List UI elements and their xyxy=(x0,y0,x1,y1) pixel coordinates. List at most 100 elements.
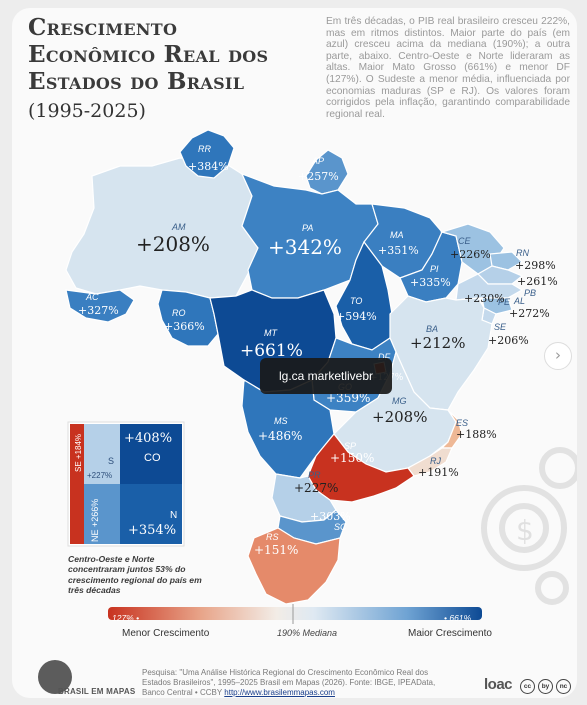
brand-name: BRASIL EM MAPAS xyxy=(58,687,136,696)
legend-min-value: 127% • xyxy=(112,613,140,623)
state-rn[interactable] xyxy=(489,251,523,271)
nc-license-icon: nc xyxy=(556,679,571,694)
label-ma-value: +351% xyxy=(378,244,419,257)
legend-high-label: Maior Crescimento xyxy=(408,628,492,639)
region-co-value: +408% xyxy=(124,431,172,446)
label-al-name: AL xyxy=(513,296,525,306)
region-co-tile xyxy=(120,424,182,484)
label-rj-value: +191% xyxy=(418,466,459,479)
state-ap[interactable] xyxy=(305,149,349,195)
label-pe-name: PE xyxy=(498,297,511,307)
region-n-value: +354% xyxy=(128,523,176,538)
label-ro-name: RO xyxy=(172,308,186,318)
label-al-value: +272% xyxy=(509,307,550,320)
by-license-icon: by xyxy=(538,679,553,694)
label-pa-value: +342% xyxy=(268,235,342,259)
label-mg-value: +208% xyxy=(372,408,427,426)
label-ce-name: CE xyxy=(458,236,471,246)
label-se-value: +206% xyxy=(488,334,529,347)
label-rn-value: +298% xyxy=(515,259,556,272)
regions-box-note: Centro-Oeste e Norte concentraram juntos… xyxy=(68,554,202,596)
label-pa-name: PA xyxy=(302,223,313,233)
next-slide-button[interactable]: › xyxy=(544,342,572,370)
label-ma-name: MA xyxy=(390,230,404,240)
source-citation: Pesquisa: "Uma Análise Histórica Regiona… xyxy=(142,668,436,697)
cc-license-icon: cc xyxy=(520,679,535,694)
state-rs[interactable] xyxy=(247,527,341,605)
state-rr[interactable] xyxy=(179,129,235,179)
legend-mid-label: 190% Mediana xyxy=(277,628,338,638)
title-line-1: Crescimento xyxy=(28,14,178,41)
region-n-name: N xyxy=(170,510,177,521)
region-n-tile xyxy=(120,484,182,544)
infographic-card: Crescimento Econômico Real dos Estados d… xyxy=(12,8,577,698)
label-ac-value: +327% xyxy=(78,304,119,317)
label-rs-value: +151% xyxy=(254,543,298,557)
label-go-value: +359% xyxy=(326,391,370,405)
source-text: Pesquisa: "Uma Análise Histórica Regiona… xyxy=(142,668,448,698)
label-pr-name: PR xyxy=(308,470,321,480)
page-subtitle: (1995-2025) xyxy=(28,100,146,122)
label-rr-name: RR xyxy=(198,144,211,154)
loac-logo: loac xyxy=(484,676,513,693)
title-line-2: Econômico Real dos xyxy=(28,41,269,68)
label-pr-value: +227% xyxy=(294,481,338,495)
label-ap-value: +257% xyxy=(298,170,339,183)
label-es-name: ES xyxy=(456,418,468,428)
regions-box: SE +184% S +227% +408% CO NE +266% N +35… xyxy=(67,421,185,547)
region-s-value: +227% xyxy=(87,471,112,480)
label-ba-value: +212% xyxy=(410,334,465,352)
source-link[interactable]: http://www.brasilemmapas.com xyxy=(224,688,335,697)
label-ce-value: +226% xyxy=(450,248,491,261)
label-mt-value: +661% xyxy=(240,341,303,361)
label-rj-name: RJ xyxy=(430,456,441,466)
label-to-name: TO xyxy=(350,296,362,306)
label-sp-value: +150% xyxy=(330,451,374,465)
state-ac[interactable] xyxy=(65,289,135,323)
region-co-name: CO xyxy=(144,452,161,464)
label-ba-name: BA xyxy=(426,324,438,334)
page-title: Crescimento Econômico Real dos Estados d… xyxy=(28,14,268,95)
chevron-right-icon: › xyxy=(555,346,561,364)
label-pb-value: +261% xyxy=(517,275,558,288)
label-to-value: +594% xyxy=(336,310,377,323)
label-rs-name: RS xyxy=(266,532,279,542)
label-ro-value: +366% xyxy=(164,320,205,333)
label-sc-name: SC xyxy=(334,522,347,532)
watermark-overlay: lg.ca marketlivebr xyxy=(260,358,392,394)
label-pe-value: +230% xyxy=(464,292,505,305)
label-pi-name: PI xyxy=(430,264,439,274)
label-pi-value: +335% xyxy=(410,276,451,289)
label-sp-name: SP xyxy=(344,441,356,451)
title-line-3: Estados do Brasil xyxy=(28,68,245,95)
label-es-value: +188% xyxy=(456,428,497,441)
label-rr-value: +384% xyxy=(188,160,229,173)
legend-max-value: • 661% xyxy=(444,613,472,623)
state-ro[interactable] xyxy=(157,289,219,347)
label-mt-name: MT xyxy=(264,328,278,338)
region-s-tile xyxy=(84,424,120,484)
gear-icon xyxy=(481,447,577,605)
label-ac-name: AC xyxy=(85,292,99,302)
state-am[interactable] xyxy=(65,157,259,299)
region-se-label: SE +184% xyxy=(74,434,83,472)
legend-low-label: Menor Crescimento xyxy=(122,628,210,639)
label-sc-value: +303% xyxy=(310,510,351,523)
brand-logo-icon xyxy=(38,660,72,694)
region-ne-tile xyxy=(84,484,120,544)
region-ne-label: NE +266% xyxy=(90,499,100,542)
label-mg-name: MG xyxy=(392,396,407,406)
region-se-tile xyxy=(70,424,84,544)
label-se-name: SE xyxy=(494,322,507,332)
label-ms-value: +486% xyxy=(258,429,302,443)
label-rn-name: RN xyxy=(516,248,529,258)
label-am-value: +208% xyxy=(136,232,210,256)
label-pb-name: PB xyxy=(524,288,536,298)
label-df-name: DF xyxy=(378,352,390,362)
label-am-name: AM xyxy=(171,222,186,232)
intro-text: Em três décadas, o PIB real brasileiro c… xyxy=(326,16,570,120)
brazil-map: $ RR +384% AP +257% xyxy=(65,129,577,624)
state-rj[interactable] xyxy=(407,447,453,477)
label-ap-name: AP xyxy=(311,156,324,166)
label-ms-name: MS xyxy=(274,416,288,426)
